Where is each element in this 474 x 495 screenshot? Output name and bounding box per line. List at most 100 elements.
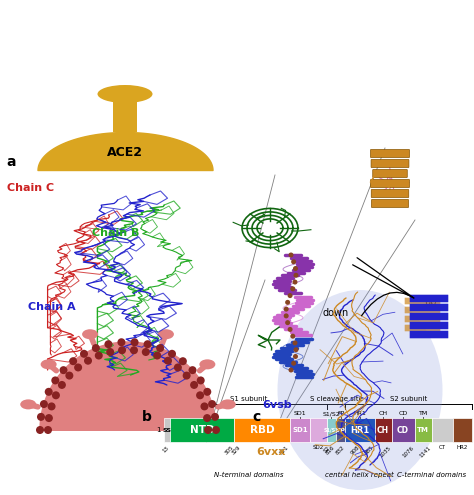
Circle shape bbox=[190, 381, 198, 389]
Circle shape bbox=[291, 259, 296, 264]
Text: TM: TM bbox=[419, 411, 428, 416]
Text: RBD: RBD bbox=[250, 425, 274, 435]
Circle shape bbox=[45, 388, 53, 396]
Circle shape bbox=[60, 366, 67, 374]
Text: c: c bbox=[252, 410, 260, 424]
Text: FP: FP bbox=[337, 411, 344, 416]
Text: 816: 816 bbox=[325, 445, 336, 456]
Text: HR2: HR2 bbox=[457, 445, 468, 450]
Circle shape bbox=[74, 363, 82, 371]
FancyBboxPatch shape bbox=[410, 331, 448, 338]
Text: NTD: NTD bbox=[190, 425, 214, 435]
FancyBboxPatch shape bbox=[371, 149, 410, 157]
FancyBboxPatch shape bbox=[372, 199, 409, 207]
Circle shape bbox=[130, 338, 138, 346]
Circle shape bbox=[288, 293, 292, 298]
Text: HR1: HR1 bbox=[350, 426, 370, 435]
Text: S1 subunit: S1 subunit bbox=[229, 396, 267, 402]
Bar bbox=[336, 418, 345, 442]
FancyBboxPatch shape bbox=[405, 316, 440, 322]
Circle shape bbox=[92, 344, 100, 352]
Circle shape bbox=[58, 381, 66, 389]
Bar bbox=[327, 418, 336, 442]
Circle shape bbox=[201, 402, 209, 410]
Circle shape bbox=[84, 357, 92, 365]
FancyBboxPatch shape bbox=[371, 190, 409, 198]
Ellipse shape bbox=[277, 290, 443, 490]
Ellipse shape bbox=[82, 329, 98, 339]
Text: CT: CT bbox=[439, 445, 446, 450]
Text: b: b bbox=[142, 410, 151, 424]
Circle shape bbox=[144, 340, 152, 348]
Circle shape bbox=[37, 413, 45, 421]
Circle shape bbox=[196, 391, 204, 399]
Circle shape bbox=[284, 313, 289, 318]
Circle shape bbox=[197, 376, 205, 385]
Bar bbox=[431, 418, 453, 442]
Ellipse shape bbox=[200, 359, 215, 369]
Text: 1: 1 bbox=[156, 427, 161, 433]
Circle shape bbox=[290, 334, 295, 339]
Circle shape bbox=[104, 340, 112, 348]
Circle shape bbox=[47, 402, 55, 410]
Text: S2: S2 bbox=[323, 445, 331, 453]
FancyBboxPatch shape bbox=[410, 313, 448, 320]
FancyBboxPatch shape bbox=[410, 322, 448, 329]
Text: SS: SS bbox=[162, 428, 171, 433]
Circle shape bbox=[293, 266, 298, 271]
Text: 305: 305 bbox=[223, 445, 234, 456]
Text: ACE2: ACE2 bbox=[107, 147, 143, 159]
Text: CH: CH bbox=[379, 411, 388, 416]
Circle shape bbox=[203, 414, 211, 422]
Circle shape bbox=[44, 426, 52, 434]
Bar bbox=[170, 418, 234, 442]
Text: SD2: SD2 bbox=[313, 445, 324, 450]
Text: 521: 521 bbox=[279, 445, 290, 456]
Circle shape bbox=[293, 354, 298, 359]
Ellipse shape bbox=[41, 359, 56, 369]
Text: 329: 329 bbox=[231, 445, 242, 456]
Text: CD: CD bbox=[399, 411, 408, 416]
Bar bbox=[113, 102, 137, 132]
Circle shape bbox=[208, 400, 216, 408]
Circle shape bbox=[164, 357, 172, 365]
Text: 13: 13 bbox=[161, 445, 170, 453]
Circle shape bbox=[168, 350, 176, 358]
Ellipse shape bbox=[220, 399, 236, 409]
Circle shape bbox=[293, 273, 299, 278]
Text: down: down bbox=[323, 308, 349, 318]
Circle shape bbox=[142, 348, 150, 356]
Text: S cleavage site: S cleavage site bbox=[310, 396, 363, 402]
Text: 6vsb: 6vsb bbox=[262, 400, 292, 410]
Circle shape bbox=[292, 280, 298, 285]
Text: HR1: HR1 bbox=[354, 411, 366, 416]
FancyBboxPatch shape bbox=[371, 180, 410, 188]
Circle shape bbox=[51, 376, 59, 385]
Circle shape bbox=[174, 363, 182, 371]
FancyBboxPatch shape bbox=[410, 295, 448, 302]
Text: FP: FP bbox=[336, 428, 345, 433]
Circle shape bbox=[211, 413, 219, 421]
Circle shape bbox=[45, 414, 53, 422]
Bar bbox=[415, 418, 431, 442]
Ellipse shape bbox=[20, 399, 36, 409]
Bar bbox=[310, 418, 327, 442]
Polygon shape bbox=[40, 342, 216, 430]
Circle shape bbox=[284, 306, 289, 312]
Circle shape bbox=[182, 372, 191, 380]
Bar bbox=[164, 418, 170, 442]
FancyBboxPatch shape bbox=[373, 169, 407, 178]
Circle shape bbox=[285, 300, 290, 305]
FancyBboxPatch shape bbox=[371, 159, 409, 167]
Circle shape bbox=[291, 361, 296, 366]
FancyBboxPatch shape bbox=[410, 304, 448, 311]
Text: Chain A: Chain A bbox=[28, 302, 76, 312]
Bar bbox=[392, 418, 415, 442]
Text: 985: 985 bbox=[364, 445, 374, 456]
FancyBboxPatch shape bbox=[405, 297, 440, 304]
Text: S2 subunit: S2 subunit bbox=[390, 396, 427, 402]
Text: S1/S2: S1/S2 bbox=[323, 411, 340, 416]
Circle shape bbox=[80, 350, 88, 358]
FancyBboxPatch shape bbox=[405, 307, 440, 313]
FancyBboxPatch shape bbox=[405, 325, 440, 331]
